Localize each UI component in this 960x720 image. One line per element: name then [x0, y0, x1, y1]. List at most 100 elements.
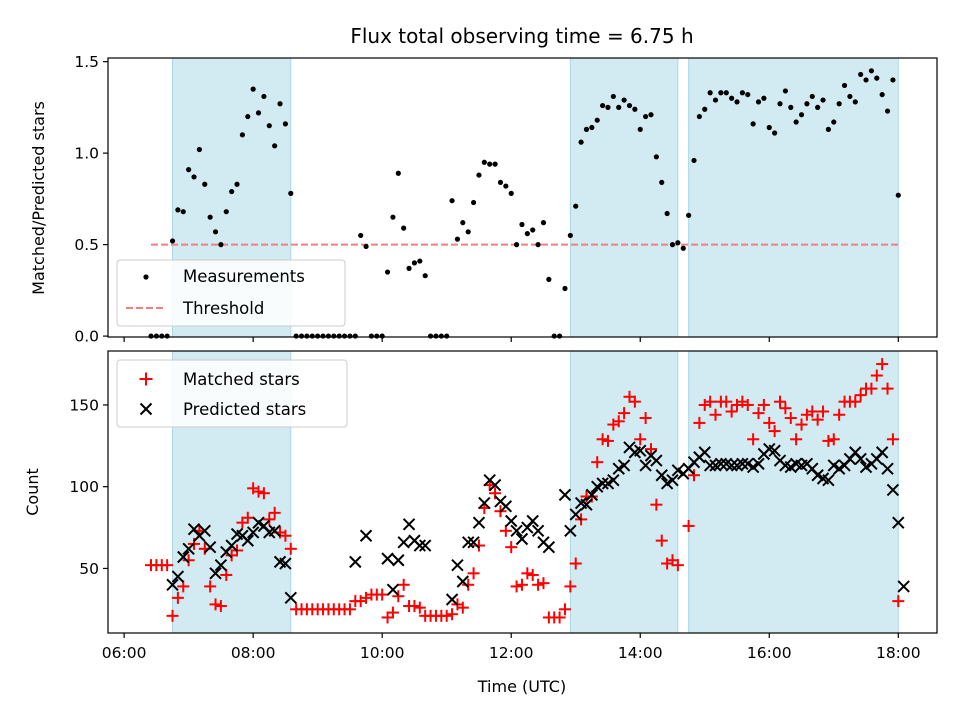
predicted-star-point	[445, 593, 459, 606]
matched-star-point	[747, 433, 760, 446]
top-shaded-intervals	[172, 57, 899, 338]
measurement-point	[492, 161, 498, 167]
predicted-star-point	[569, 508, 582, 521]
measurement-point	[798, 112, 805, 118]
predicted-star-point	[854, 452, 867, 466]
measurement-point	[293, 333, 299, 339]
measurement-point	[239, 132, 246, 138]
predicted-star-point	[505, 514, 518, 528]
measurement-point	[600, 102, 606, 109]
matched-star-point	[376, 588, 389, 601]
measurement-point	[255, 110, 262, 116]
measurement-point	[616, 104, 622, 110]
matched-star-point	[446, 608, 459, 621]
measurement-point	[664, 210, 670, 217]
matched-star-point	[854, 389, 867, 402]
matched-star-point	[440, 609, 453, 622]
measurement-point	[513, 242, 520, 248]
measurement-point	[551, 333, 557, 339]
bottom-x-axis-label: Time (UTC)	[477, 677, 566, 696]
measurement-point	[836, 101, 842, 107]
predicted-star-point	[279, 557, 292, 570]
predicted-star-point	[177, 550, 190, 564]
bottom-y-axis-label: Count	[23, 468, 42, 516]
measurement-point	[229, 188, 235, 195]
measurement-point	[831, 119, 837, 125]
measurement-point	[352, 333, 358, 339]
measurement-point	[696, 113, 702, 120]
measurement-point	[707, 90, 713, 96]
matched-star-point	[596, 433, 609, 446]
matched-star-point	[618, 407, 631, 420]
matched-star-point	[564, 580, 577, 593]
bottom-x-tick-label: 16:00	[747, 644, 792, 662]
matched-star-point	[462, 578, 475, 591]
measurement-point	[266, 123, 272, 129]
matched-star-point	[886, 433, 899, 446]
predicted-star-point	[198, 524, 211, 538]
predicted-star-point	[478, 496, 491, 510]
measurement-point	[578, 139, 584, 145]
matched-star-point	[569, 557, 582, 570]
predicted-star-point	[214, 558, 228, 572]
matched-star-point	[634, 433, 647, 446]
predicted-star-point	[451, 558, 464, 572]
matched-star-point	[456, 601, 469, 614]
predicted-star-point	[171, 570, 185, 583]
measurement-point	[438, 333, 444, 339]
measurement-point	[605, 104, 611, 110]
measurement-point	[153, 333, 159, 339]
predicted-star-point	[752, 457, 765, 471]
matched-star-point	[644, 443, 657, 456]
measurement-point	[702, 106, 708, 112]
bottom-legend-label-predicted: Predicted stars	[183, 400, 306, 419]
measurement-point	[164, 333, 170, 339]
predicted-star-point	[736, 457, 749, 471]
matched-star-point	[166, 609, 179, 622]
matched-star-point	[521, 567, 534, 580]
predicted-star-point	[349, 555, 362, 569]
measurement-point	[766, 124, 772, 131]
top-y-tick-label: 1.0	[74, 145, 99, 163]
predicted-star-point	[897, 580, 910, 593]
predicted-star-point	[768, 444, 781, 457]
measurement-point	[788, 104, 794, 110]
bottom-x-tick-label: 12:00	[489, 644, 534, 662]
predicted-star-point	[225, 539, 238, 552]
measurement-point	[433, 333, 439, 339]
predicted-star-point	[596, 477, 609, 490]
measurement-point	[782, 88, 788, 94]
measurement-point	[890, 77, 896, 83]
predicted-star-point	[542, 540, 556, 554]
matched-star-point	[784, 412, 797, 425]
matched-star-point	[806, 405, 819, 418]
matched-star-point	[591, 456, 604, 469]
bottom-legend-label-matched: Matched stars	[183, 370, 300, 389]
measurement-point	[347, 333, 353, 339]
matched-star-point	[774, 395, 787, 408]
measurement-point	[556, 333, 563, 339]
measurement-point	[320, 333, 326, 339]
measurement-point	[341, 333, 348, 339]
measurement-point	[841, 82, 848, 89]
matched-star-point	[655, 534, 668, 547]
measurement-point	[723, 90, 729, 96]
matched-star-point	[639, 412, 652, 425]
matched-star-point	[687, 469, 700, 482]
predicted-star-point	[241, 534, 254, 547]
matched-star-point	[397, 578, 410, 591]
measurement-point	[202, 181, 208, 187]
predicted-star-point	[359, 529, 373, 542]
measurement-point	[820, 97, 826, 103]
predicted-star-point	[386, 583, 400, 596]
bottom-legend-marker-matched	[139, 372, 153, 386]
measurement-point	[196, 146, 202, 153]
matched-star-point	[177, 580, 190, 593]
predicted-star-point	[402, 518, 416, 531]
top-plot-frame	[107, 57, 938, 338]
measurement-point	[648, 112, 654, 118]
measurement-point	[395, 170, 401, 176]
measurement-point	[304, 333, 310, 339]
matched-star-point	[768, 425, 781, 438]
